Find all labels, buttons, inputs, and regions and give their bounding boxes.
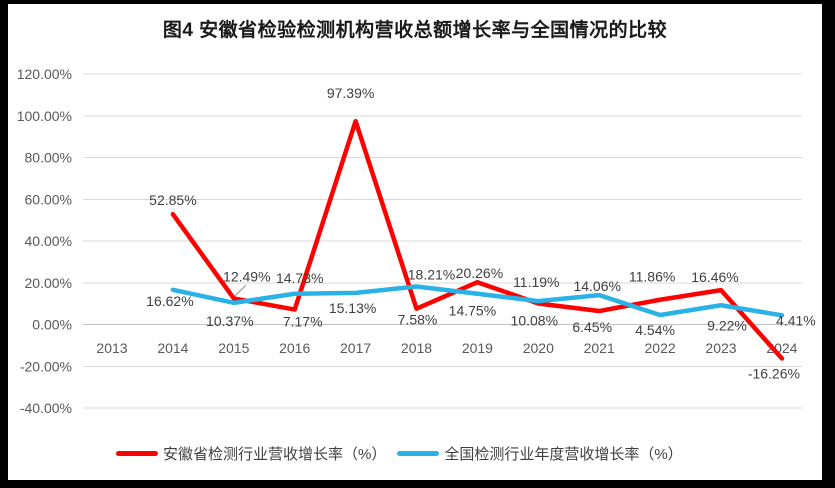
data-label: 14.75% [449, 303, 496, 319]
chart-canvas: 图4 安徽省检验检测机构营收总额增长率与全国情况的比较 120.00% 100.0… [8, 4, 822, 480]
label-leader-line [234, 284, 247, 297]
x-axis-tick-label: 2016 [279, 340, 310, 356]
data-label: 7.58% [398, 312, 438, 328]
data-label: 10.08% [511, 312, 558, 328]
data-label: 9.22% [707, 317, 747, 333]
chart-title: 图4 安徽省检验检测机构营收总额增长率与全国情况的比较 [162, 20, 668, 41]
y-axis-tick-label: 40.00% [25, 233, 72, 249]
x-axis-tick-label: 2018 [401, 340, 432, 356]
x-axis-tick-label: 2014 [157, 340, 188, 356]
data-label: 15.13% [329, 300, 376, 316]
data-label: 18.21% [408, 266, 455, 282]
data-label: 14.06% [573, 278, 620, 294]
y-axis-tick-label: 100.00% [17, 108, 72, 124]
y-axis-tick-label: 60.00% [25, 191, 72, 207]
x-axis-tick-label: 2015 [218, 340, 249, 356]
data-label: 7.17% [283, 314, 323, 330]
x-axis-tick-label: 2013 [96, 340, 127, 356]
series-line-national [170, 284, 785, 318]
y-axis-tick-label: 80.00% [25, 150, 72, 166]
x-axis-tick-label: 2023 [705, 340, 736, 356]
x-axis-tick-label: 2017 [340, 340, 371, 356]
data-label: 11.86% [629, 269, 675, 285]
data-label: 11.19% [513, 274, 559, 290]
x-axis-tick-label: 2022 [645, 340, 676, 356]
line-chart: 120.00% 100.00% 80.00% 60.00% 40.00% 20.00% 0.… [17, 66, 816, 416]
y-axis-tick-label: -40.00% [20, 400, 72, 416]
y-axis-tick-label: -20.00% [20, 358, 72, 374]
data-label: 12.49% [223, 268, 270, 284]
data-label: 20.26% [456, 265, 503, 281]
data-label: 4.54% [635, 322, 675, 338]
y-axis-tick-label: 120.00% [17, 66, 72, 82]
legend-label-national: 全国检测行业年度营收增长率（%） [444, 445, 683, 463]
x-axis-tick-label: 2020 [523, 340, 554, 356]
data-label: 6.45% [572, 319, 612, 335]
data-label: -16.26% [748, 365, 800, 381]
data-label: 16.46% [691, 269, 738, 285]
x-axis-tick-label: 2021 [584, 340, 615, 356]
data-label: 4.41% [776, 312, 816, 328]
x-axis-tick-label: 2019 [462, 340, 493, 356]
data-label: 14.73% [276, 270, 323, 286]
data-label: 16.62% [146, 293, 193, 309]
data-label: 97.39% [327, 85, 374, 101]
data-label: 10.37% [206, 313, 253, 329]
series-line-anhui [170, 118, 785, 361]
legend-swatch-national-icon [397, 450, 440, 456]
legend: 安徽省检测行业营收增长率（%） 全国检测行业年度营收增长率（%） [116, 444, 683, 463]
legend-swatch-anhui-icon [116, 450, 158, 456]
y-axis-tick-label: 0.00% [32, 317, 72, 333]
y-axis-tick-label: 20.00% [25, 275, 72, 291]
data-label: 52.85% [149, 192, 196, 208]
legend-label-anhui: 安徽省检测行业营收增长率（%） [163, 445, 387, 463]
